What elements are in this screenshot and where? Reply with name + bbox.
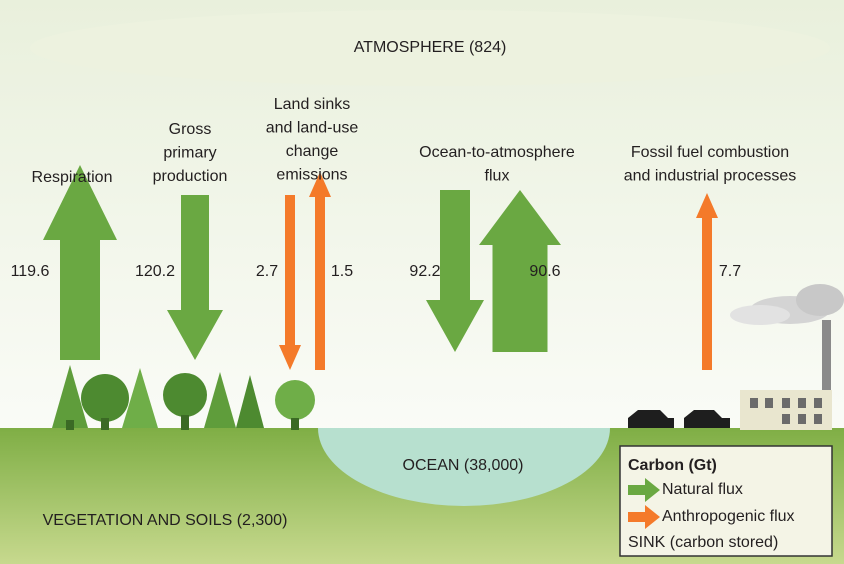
- flux-value: 119.6: [11, 263, 50, 280]
- flux-label: Respiration: [32, 169, 113, 186]
- flux-label: flux: [485, 168, 510, 185]
- legend-title: Carbon (Gt): [628, 457, 717, 474]
- legend-item: Anthropogenic flux: [662, 508, 795, 525]
- flux-value: 7.7: [719, 263, 741, 280]
- carbon-cycle-diagram: ATMOSPHERE (824) OCEAN (38,000) VEGETATI…: [0, 0, 844, 564]
- flux-label: and industrial processes: [624, 168, 797, 185]
- flux-label: change: [286, 143, 339, 160]
- flux-value: 120.2: [135, 263, 175, 280]
- land-label: VEGETATION AND SOILS (2,300): [43, 512, 288, 529]
- ocean-label: OCEAN (38,000): [403, 457, 524, 474]
- flux-value: 1.5: [331, 263, 353, 280]
- flux-value: 2.7: [256, 263, 278, 280]
- atmosphere-label: ATMOSPHERE (824): [354, 39, 507, 56]
- flux-label: primary: [163, 145, 216, 162]
- flux-label: Fossil fuel combustion: [631, 144, 789, 161]
- flux-value: 90.6: [529, 263, 560, 280]
- flux-label: Land sinks: [274, 96, 351, 113]
- legend: Carbon (Gt) Natural flux Anthropogenic f…: [620, 446, 832, 556]
- flux-label: Ocean-to-atmosphere: [419, 144, 575, 161]
- legend-item: SINK (carbon stored): [628, 534, 778, 551]
- legend-item: Natural flux: [662, 481, 743, 498]
- flux-value: 92.2: [409, 263, 440, 280]
- flux-label: Gross: [169, 121, 212, 138]
- flux-label: production: [153, 168, 228, 185]
- flux-label: emissions: [276, 167, 347, 184]
- flux-label: and land-use: [266, 120, 359, 137]
